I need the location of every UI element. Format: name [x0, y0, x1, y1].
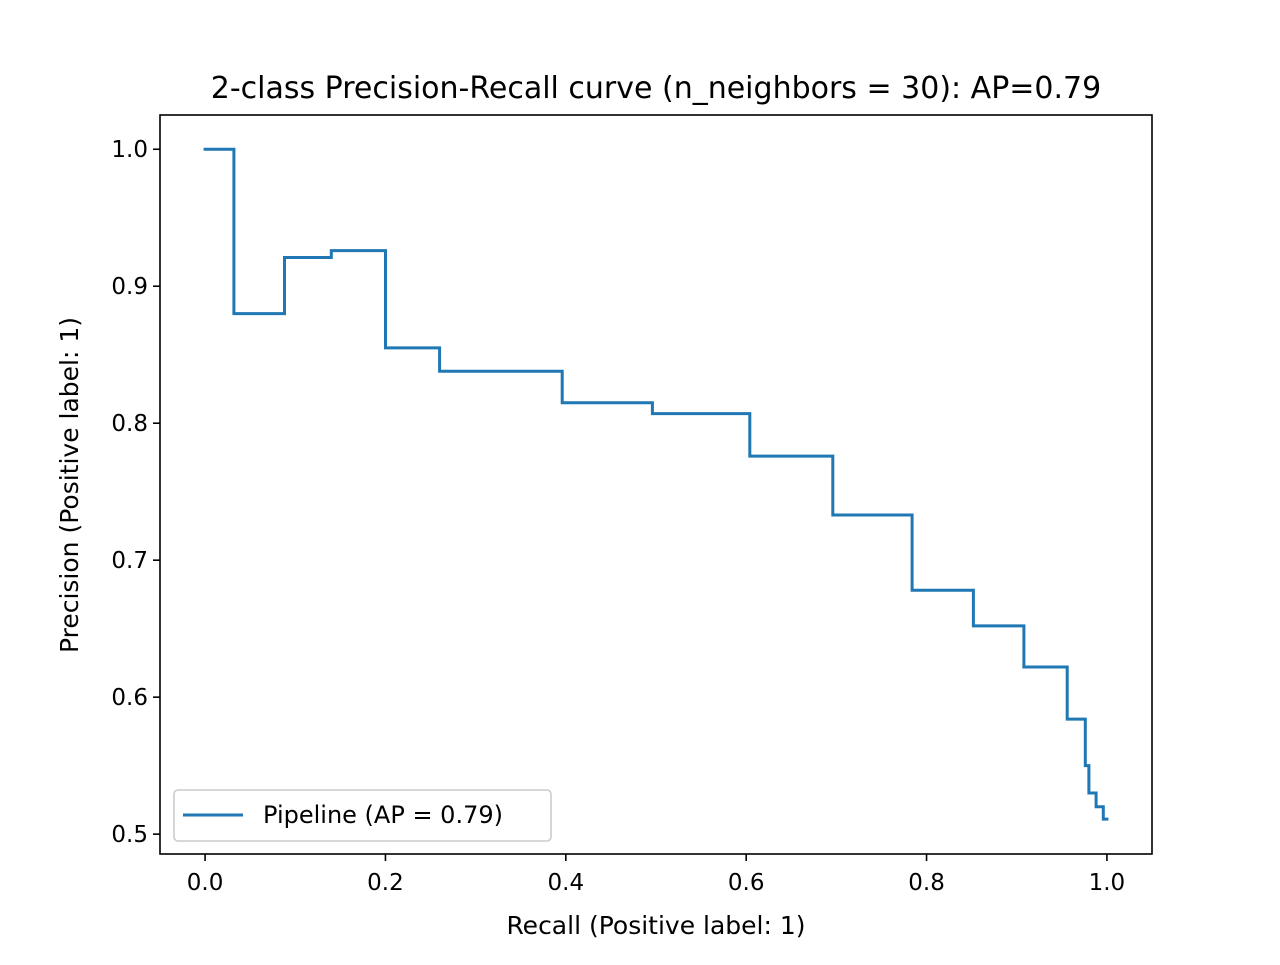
y-tick-label: 1.0	[111, 137, 148, 163]
axes-frame	[159, 114, 1153, 855]
legend-label: Pipeline (AP = 0.79)	[263, 801, 503, 829]
legend-box	[173, 789, 552, 842]
x-tick-label: 0.2	[367, 870, 404, 896]
x-tick-label: 0.4	[548, 870, 585, 896]
x-tick-label: 0.8	[908, 870, 945, 896]
x-axis-ticks: 0.0 0.2 0.4 0.6 0.8 1.0	[187, 854, 1125, 896]
y-axis-label: Precision (Positive label: 1)	[55, 317, 84, 653]
plot-area	[160, 115, 1152, 854]
y-tick-label: 0.5	[111, 822, 148, 848]
x-tick-label: 1.0	[1089, 870, 1126, 896]
x-tick-label: 0.0	[187, 870, 224, 896]
y-tick-label: 0.6	[111, 685, 148, 711]
series-layer	[203, 147, 1109, 821]
chart-title: 2-class Precision-Recall curve (n_neighb…	[211, 71, 1101, 106]
y-tick-label: 0.7	[111, 548, 148, 574]
y-tick-label: 0.9	[111, 274, 148, 300]
pr-curve-line	[203, 147, 1109, 821]
y-axis-ticks: 0.5 0.6 0.7 0.8 0.9 1.0	[111, 137, 160, 848]
y-tick-label: 0.8	[111, 411, 148, 437]
x-axis-label: Recall (Positive label: 1)	[506, 911, 805, 940]
x-tick-label: 0.6	[728, 870, 765, 896]
legend: Pipeline (AP = 0.79)	[173, 789, 552, 842]
